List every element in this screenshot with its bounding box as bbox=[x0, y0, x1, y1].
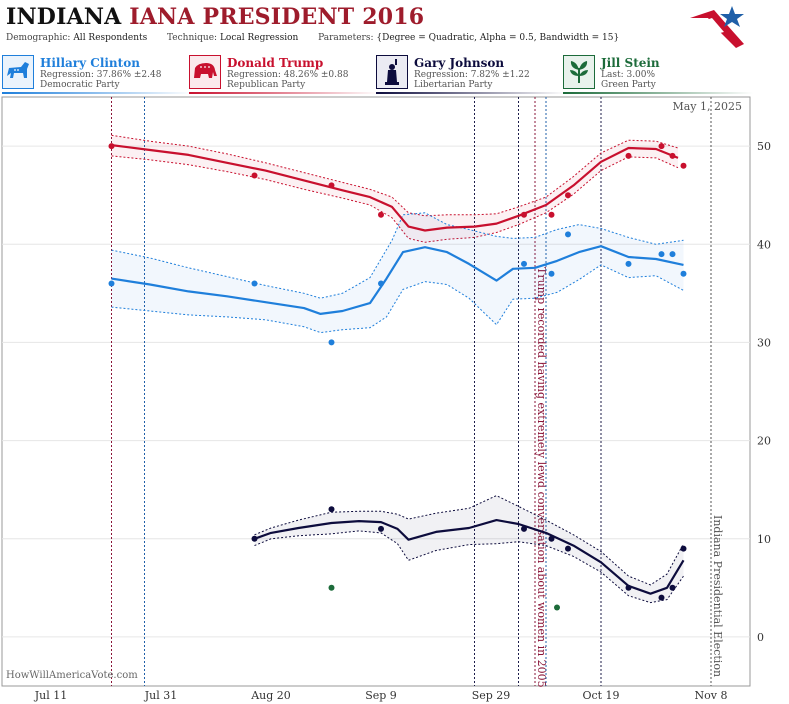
x-tick-label: Oct 19 bbox=[582, 689, 619, 702]
poll-chart: Trump recorded having extremely lewd con… bbox=[1, 96, 771, 702]
poll-point bbox=[548, 270, 555, 277]
candidate-party: Libertarian Party bbox=[414, 80, 493, 90]
poll-point bbox=[108, 143, 115, 150]
poll-point bbox=[565, 545, 571, 552]
technique-value: Local Regression bbox=[219, 33, 299, 43]
candidate-name: Donald Trump bbox=[227, 56, 324, 70]
candidate-party: Green Party bbox=[601, 80, 656, 90]
confidence-lower-line bbox=[254, 530, 684, 604]
poll-point bbox=[251, 280, 258, 287]
demographic-value: All Respondents bbox=[73, 33, 148, 43]
demographic-label: Demographic: bbox=[6, 33, 71, 43]
y-tick-label: 50 bbox=[757, 140, 771, 153]
poll-point bbox=[658, 251, 665, 258]
poll-point bbox=[548, 535, 555, 542]
poll-point bbox=[521, 525, 527, 532]
x-tick-label: Sep 9 bbox=[365, 689, 397, 702]
technique-label: Technique: bbox=[167, 33, 218, 43]
confidence-upper-line bbox=[111, 134, 679, 217]
x-tick-label: Jul 11 bbox=[34, 689, 68, 702]
poll-point bbox=[378, 211, 384, 218]
poll-point bbox=[328, 584, 335, 591]
poll-point bbox=[669, 584, 676, 591]
watermark: HowWillAmericaVote.com bbox=[6, 670, 138, 681]
poll-point bbox=[680, 270, 687, 277]
candidate-party: Republican Party bbox=[227, 80, 306, 90]
event-marker-label: Trump recorded having extremely lewd con… bbox=[535, 267, 548, 688]
card-underline bbox=[563, 92, 753, 94]
candidate-name: Gary Johnson bbox=[414, 56, 505, 70]
poll-point bbox=[554, 604, 560, 611]
card-underline bbox=[189, 92, 379, 94]
candidate-card-stein[interactable]: Jill Stein Last: 3.00% Green Party bbox=[563, 55, 759, 94]
x-tick-label: Sep 29 bbox=[472, 689, 511, 702]
title-state: INDIANA bbox=[6, 4, 122, 30]
parameters-label: Parameters: bbox=[318, 33, 374, 43]
poll-point bbox=[680, 162, 687, 169]
poll-point bbox=[251, 535, 258, 542]
trend-line bbox=[111, 245, 684, 315]
poll-point bbox=[625, 260, 632, 267]
candidate-stat: Regression: 48.26% ±0.88 bbox=[227, 70, 349, 80]
confidence-lower-line bbox=[111, 155, 679, 243]
poll-point bbox=[625, 152, 632, 159]
y-tick-label: 0 bbox=[757, 631, 764, 644]
parameters-line: Demographic: All Respondents Technique: … bbox=[6, 33, 619, 43]
poll-point bbox=[378, 280, 384, 287]
poll-point bbox=[658, 594, 665, 601]
poll-point bbox=[565, 192, 571, 199]
event-marker-label: Indiana Presidential Election bbox=[711, 515, 724, 677]
poll-point bbox=[328, 339, 335, 346]
title-race: IANA PRESIDENT 2016 bbox=[129, 4, 425, 30]
liberty-statue-icon bbox=[376, 55, 408, 89]
trend-line bbox=[111, 144, 679, 232]
poll-point bbox=[521, 211, 527, 218]
y-tick-label: 10 bbox=[757, 533, 771, 546]
poll-point bbox=[521, 260, 527, 267]
parameters-value: {Degree = Quadratic, Alpha = 0.5, Bandwi… bbox=[376, 33, 620, 43]
header: INDIANA IANA PRESIDENT 2016 Demographic:… bbox=[0, 0, 789, 52]
candidate-stat: Regression: 7.82% ±1.22 bbox=[414, 70, 530, 80]
poll-point bbox=[328, 506, 335, 513]
candidate-stat: Regression: 37.86% ±2.48 bbox=[40, 70, 162, 80]
poll-point bbox=[680, 545, 687, 552]
confidence-band bbox=[111, 212, 684, 333]
poll-point bbox=[625, 584, 632, 591]
poll-point bbox=[669, 152, 676, 159]
x-tick-label: Jul 31 bbox=[144, 689, 178, 702]
candidate-stat: Last: 3.00% bbox=[601, 70, 656, 80]
poll-point bbox=[565, 231, 571, 238]
candidate-name: Jill Stein bbox=[601, 56, 660, 70]
y-tick-label: 20 bbox=[757, 435, 771, 448]
poll-point bbox=[328, 182, 335, 189]
leaf-icon bbox=[563, 55, 595, 89]
y-tick-label: 30 bbox=[757, 336, 771, 349]
confidence-band bbox=[254, 495, 684, 603]
confidence-band bbox=[111, 135, 678, 243]
plot-frame bbox=[1, 96, 751, 687]
poll-point bbox=[108, 280, 115, 287]
poll-point bbox=[658, 143, 665, 150]
candidate-card-clinton[interactable]: Hillary Clinton Regression: 37.86% ±2.48… bbox=[2, 55, 198, 94]
x-tick-label: Aug 20 bbox=[250, 689, 291, 702]
page-title: INDIANA IANA PRESIDENT 2016 bbox=[6, 4, 424, 30]
candidate-card-trump[interactable]: Donald Trump Regression: 48.26% ±0.88 Re… bbox=[189, 55, 385, 94]
poll-point bbox=[378, 525, 384, 532]
candidate-party: Democratic Party bbox=[40, 80, 120, 90]
y-tick-label: 40 bbox=[757, 238, 771, 251]
donkey-icon bbox=[2, 55, 34, 89]
site-logo-icon bbox=[690, 6, 744, 48]
card-underline bbox=[2, 92, 192, 94]
candidate-name: Hillary Clinton bbox=[40, 56, 140, 70]
candidate-card-johnson[interactable]: Gary Johnson Regression: 7.82% ±1.22 Lib… bbox=[376, 55, 572, 94]
card-underline bbox=[376, 92, 566, 94]
poll-point bbox=[548, 211, 555, 218]
x-tick-label: Nov 8 bbox=[695, 689, 728, 702]
date-stamp: May 1, 2025 bbox=[672, 100, 742, 113]
elephant-icon bbox=[189, 55, 221, 89]
poll-point bbox=[251, 172, 258, 179]
confidence-lower-line bbox=[111, 264, 684, 334]
poll-point bbox=[669, 251, 676, 258]
